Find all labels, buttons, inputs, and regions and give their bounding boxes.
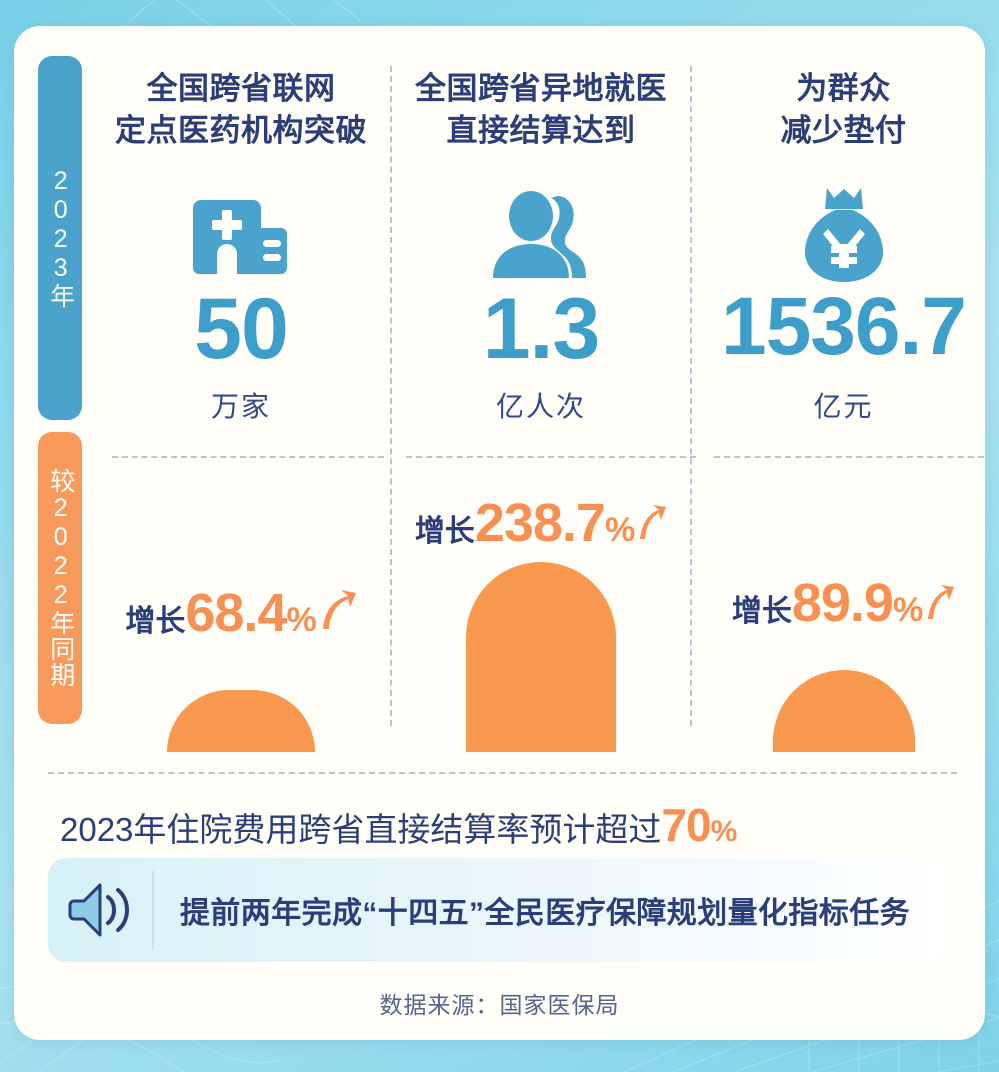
column-1-heading-line2: 定点医药机构突破: [115, 112, 367, 148]
column-2-heading-line1: 全国跨省异地就医: [415, 71, 667, 106]
column-1-value: 50: [194, 281, 289, 377]
column-1-growth-label: 增长: [125, 605, 186, 638]
band-divider-col2: [406, 456, 696, 458]
statement-highlight-percent: %: [710, 815, 738, 848]
column-3-growth-percent: %: [892, 591, 924, 629]
column-1-growth: 增长68.4%: [96, 582, 386, 644]
band-divider-col3: [714, 456, 984, 458]
column-2-value: 1.3: [482, 281, 601, 377]
column-3-growth-label: 增长: [731, 595, 792, 628]
column-2-growth-label: 增长: [414, 515, 475, 548]
two-people-icon: [493, 191, 586, 278]
column-3-heading: 为群众 减少垫付: [696, 68, 985, 152]
column-3-heading-line1: 为群众: [796, 71, 891, 106]
column-2-unit: 亿人次: [495, 391, 586, 422]
column-1-icon-wrap: [96, 182, 386, 286]
up-right-arrow-icon: [925, 583, 955, 626]
column-2-growth-percent: %: [604, 511, 636, 549]
column-1-growth-value: 68.4: [185, 583, 287, 643]
hospital-icon: [193, 200, 287, 274]
column-3-growth-value: 89.9: [791, 573, 894, 633]
metric-columns: 全国跨省联网 定点医药机构突破 50 万家: [96, 42, 969, 752]
statement-highlight: 70: [661, 799, 711, 851]
column-direct-settlement: 全国跨省异地就医 直接结算达到 1.3 亿人次 增长238.7%: [396, 42, 686, 752]
column-2-growth: 增长238.7%: [396, 492, 686, 554]
column-divider-2: [690, 66, 692, 726]
band-divider-col1: [112, 456, 384, 458]
column-3-unit: 亿元: [813, 391, 874, 422]
callout-separator: [152, 871, 154, 949]
up-right-arrow-icon: [637, 503, 667, 546]
rail-compare-2022: 较2022年同期: [38, 432, 82, 724]
column-3-bar: [772, 670, 915, 752]
column-reduced-advance: 为群众 减少垫付 1536.7 亿元: [696, 42, 985, 752]
statement-prefix: 2023年住院费用跨省直接结算率预计超过: [60, 811, 662, 848]
column-3-value: 1536.7: [721, 281, 967, 372]
megaphone-icon: [68, 883, 129, 937]
column-3-heading-line2: 减少垫付: [780, 112, 907, 148]
column-1-unit: 万家: [210, 391, 271, 422]
money-bag-icon: [804, 188, 883, 282]
column-3-icon-wrap: [696, 182, 985, 286]
rail-year-2023: 2023年: [38, 56, 82, 420]
column-2-heading: 全国跨省异地就医 直接结算达到: [396, 68, 686, 152]
column-2-icon-wrap: [396, 182, 686, 286]
column-1-heading-line1: 全国跨省联网: [146, 71, 336, 106]
up-right-arrow-icon: [319, 587, 357, 636]
main-card: 2023年 较2022年同期 全国跨省联网 定点医药机构突破: [14, 26, 985, 1040]
column-1-heading: 全国跨省联网 定点医药机构突破: [96, 68, 386, 152]
column-1-growth-percent: %: [286, 601, 317, 639]
section-divider: [48, 772, 957, 774]
rail-compare-label: 较2022年同期: [46, 468, 75, 688]
callout-text: 提前两年完成“十四五”全民医疗保障规划量化指标任务: [180, 897, 910, 930]
column-1-bar: [167, 690, 315, 752]
statement-line: 2023年住院费用跨省直接结算率预计超过70%: [60, 798, 737, 852]
column-institutions: 全国跨省联网 定点医药机构突破 50 万家: [96, 42, 386, 752]
column-divider-1: [390, 66, 392, 726]
column-3-growth: 增长89.9%: [696, 572, 985, 634]
rail-year-label: 2023年: [46, 167, 75, 309]
callout-icon-wrap: [48, 858, 152, 962]
callout-banner: 提前两年完成“十四五”全民医疗保障规划量化指标任务: [48, 858, 946, 962]
column-2-growth-value: 238.7: [474, 493, 606, 553]
column-2-heading-line2: 直接结算达到: [446, 112, 636, 148]
data-source: 数据来源：国家医保局: [379, 992, 620, 1018]
column-2-bar: [466, 562, 616, 752]
